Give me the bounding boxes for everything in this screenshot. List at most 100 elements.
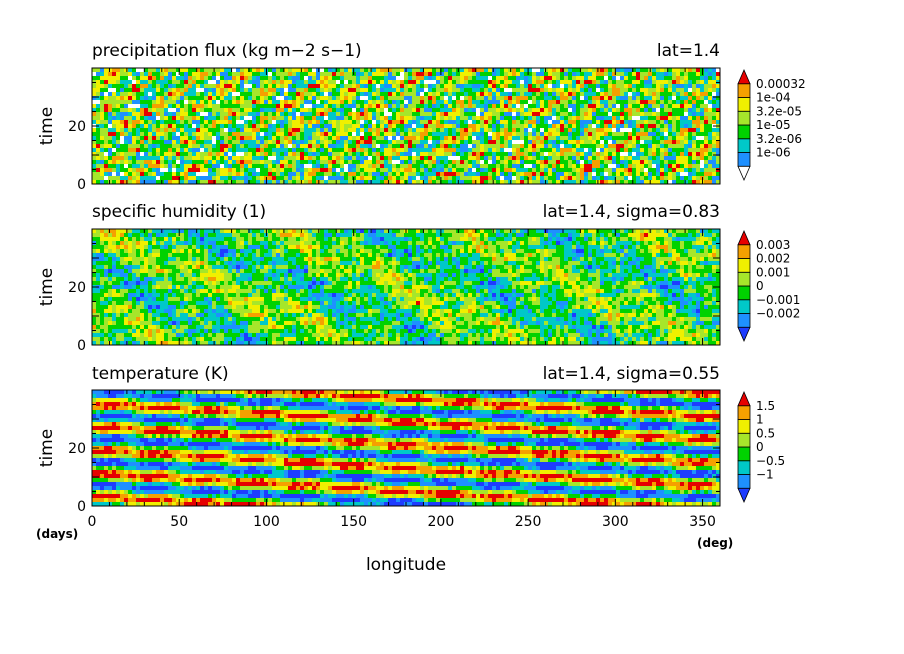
heatmap-cell	[716, 120, 721, 125]
heatmap-cell	[556, 128, 561, 133]
heatmap-cell	[204, 124, 209, 129]
heatmap-cell	[540, 156, 545, 161]
heatmap-cell	[272, 80, 277, 85]
heatmap-cell	[516, 84, 521, 89]
heatmap-cell	[184, 96, 189, 101]
heatmap-cell	[264, 88, 269, 93]
heatmap-cell	[92, 84, 97, 89]
heatmap-cell	[244, 120, 249, 125]
heatmap-cell	[560, 152, 565, 157]
heatmap-cell	[412, 148, 417, 153]
heatmap-cell	[120, 128, 125, 133]
heatmap-cell	[372, 92, 377, 97]
heatmap-cell	[684, 233, 689, 238]
heatmap-cell	[368, 72, 373, 77]
heatmap-cell	[632, 72, 637, 77]
heatmap-cell	[232, 176, 237, 181]
heatmap-cell	[392, 172, 397, 177]
heatmap-cell	[320, 144, 325, 149]
heatmap-cell	[216, 233, 221, 238]
heatmap-cell	[352, 104, 357, 109]
heatmap-cell	[272, 160, 277, 165]
heatmap-cell	[236, 136, 241, 141]
heatmap-cell	[348, 136, 353, 141]
heatmap-cell	[536, 164, 541, 169]
heatmap-cell	[424, 108, 429, 113]
heatmap-cell	[164, 160, 169, 165]
heatmap-cell	[392, 96, 397, 101]
heatmap-cell	[216, 168, 221, 173]
heatmap-cell	[360, 168, 365, 173]
heatmap-cell	[312, 72, 317, 77]
heatmap-cell	[308, 100, 313, 105]
heatmap-cell	[500, 152, 505, 157]
heatmap-cell	[476, 116, 481, 121]
heatmap-cell	[392, 132, 397, 137]
heatmap-cell	[564, 160, 569, 165]
heatmap-cell	[208, 84, 213, 89]
heatmap-cell	[200, 140, 205, 145]
heatmap-cell	[592, 233, 597, 238]
heatmap-cell	[612, 72, 617, 77]
heatmap-cell	[400, 164, 405, 169]
heatmap-cell	[564, 92, 569, 97]
heatmap-cell	[260, 233, 265, 238]
heatmap-cell	[148, 100, 153, 105]
heatmap-cell	[256, 148, 261, 153]
heatmap-cell	[392, 124, 397, 129]
heatmap-cell	[700, 148, 705, 153]
heatmap-cell	[360, 136, 365, 141]
heatmap-cell	[168, 168, 173, 173]
heatmap-cell	[700, 112, 705, 117]
heatmap-cell	[220, 72, 225, 77]
heatmap-cell	[708, 140, 713, 145]
heatmap-cell	[696, 148, 701, 153]
heatmap-cell	[352, 84, 357, 89]
heatmap-cell	[552, 92, 557, 97]
heatmap-cell	[444, 172, 449, 177]
heatmap-cell	[228, 176, 233, 181]
heatmap-cell	[252, 116, 257, 121]
heatmap-cell	[92, 168, 97, 173]
heatmap-cell	[248, 120, 253, 125]
heatmap-cell	[288, 132, 293, 137]
heatmap-cell	[412, 108, 417, 113]
heatmap-cell	[392, 100, 397, 105]
heatmap-cell	[124, 132, 129, 137]
heatmap-cell	[556, 233, 561, 238]
heatmap-cell	[700, 76, 705, 81]
heatmap-cell	[452, 96, 457, 101]
heatmap-cell	[696, 84, 701, 89]
heatmap-cell	[192, 80, 197, 85]
heatmap-cell	[128, 84, 133, 89]
heatmap-cell	[332, 76, 337, 81]
heatmap-cell	[680, 112, 685, 117]
heatmap-cell	[144, 76, 149, 81]
heatmap-cell	[96, 144, 101, 149]
heatmap-cell	[284, 100, 289, 105]
heatmap-cell	[132, 116, 137, 121]
heatmap-cell	[320, 104, 325, 109]
heatmap-cell	[708, 76, 713, 81]
heatmap-cell	[144, 136, 149, 141]
heatmap-cell	[440, 144, 445, 149]
heatmap-cell	[212, 233, 217, 238]
heatmap-cell	[368, 76, 373, 81]
heatmap-cell	[256, 136, 261, 141]
heatmap-cell	[156, 148, 161, 153]
heatmap-cell	[304, 128, 309, 133]
heatmap-cell	[480, 233, 485, 238]
heatmap-cell	[140, 180, 145, 185]
heatmap-cell	[220, 132, 225, 137]
heatmap-cell	[508, 88, 513, 93]
heatmap-cell	[364, 164, 369, 169]
heatmap-cell	[128, 124, 133, 129]
heatmap-cell	[604, 72, 609, 77]
heatmap-cell	[144, 176, 149, 181]
heatmap-cell	[408, 72, 413, 77]
heatmap-cell	[104, 144, 109, 149]
heatmap-cell	[496, 180, 501, 185]
heatmap-cell	[676, 140, 681, 145]
heatmap-cell	[436, 80, 441, 85]
heatmap-cell	[500, 108, 505, 113]
